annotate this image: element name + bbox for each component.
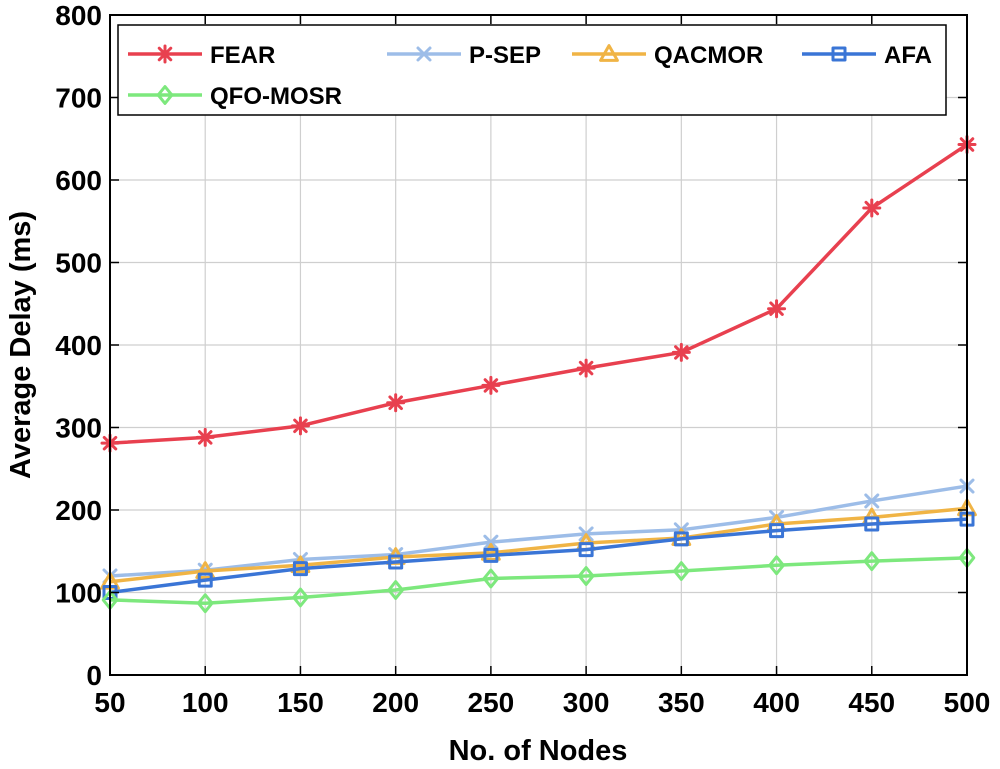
- series-afa: [102, 511, 975, 600]
- x-axis-title: No. of Nodes: [449, 735, 628, 767]
- y-tick-label: 200: [55, 495, 102, 526]
- data-point-qacmor: [290, 555, 311, 574]
- data-point-afa: [483, 547, 499, 563]
- data-point-qfo-mosr: [577, 566, 595, 586]
- marker-stroke: [416, 46, 432, 62]
- data-point-afa: [197, 572, 213, 588]
- data-point-qfo-mosr: [387, 580, 404, 600]
- data-point-fear: [862, 198, 882, 218]
- data-point-qfo-mosr: [768, 555, 785, 576]
- legend-label: P-SEP: [469, 42, 541, 69]
- x-tick-label: 150: [277, 687, 324, 718]
- marker-stroke: [769, 301, 784, 316]
- legend-label: FEAR: [210, 42, 275, 69]
- data-point-qfo-mosr: [482, 568, 500, 589]
- data-point-fear: [671, 342, 691, 362]
- legend-label: QACMOR: [654, 42, 763, 69]
- data-point-fear: [290, 416, 310, 436]
- series-line-afa: [109, 517, 968, 595]
- legend-marker: [156, 85, 174, 105]
- data-point-fear: [576, 358, 596, 378]
- x-tick-label: 400: [753, 687, 800, 718]
- legend-marker: [155, 44, 175, 64]
- data-point-qfo-mosr: [196, 593, 214, 614]
- legend: FEAR P-SEP QACMOR AFA QFO-MOSR: [117, 24, 947, 116]
- data-point-fear: [386, 393, 406, 413]
- x-tick-label: 450: [848, 687, 895, 718]
- series-qfo-mosr: [101, 547, 976, 614]
- x-tick-label: 250: [468, 687, 515, 718]
- series-qacmor: [100, 498, 977, 590]
- y-tick-label: 100: [55, 578, 102, 609]
- legend-entry-fear: FEAR: [128, 42, 275, 69]
- legend-entry-afa: AFA: [802, 42, 932, 69]
- y-tick-label: 300: [55, 413, 102, 444]
- x-tick-label: 200: [372, 687, 419, 718]
- data-point-afa: [673, 531, 689, 547]
- tick-layer: 50 100 150 200 250 300 350 400 450 500 0 100 200 300 4…: [55, 0, 990, 718]
- marker-stroke: [674, 345, 689, 360]
- data-point-qacmor: [480, 543, 501, 561]
- legend-marker: [831, 46, 847, 62]
- series-line-qacmor: [109, 506, 968, 584]
- series-line-p-sep: [109, 484, 968, 578]
- data-point-afa: [388, 554, 404, 570]
- x-tick-label: 50: [94, 687, 125, 718]
- y-tick-label: 600: [55, 165, 102, 196]
- marker-stroke: [293, 418, 308, 434]
- legend-marker: [416, 46, 432, 62]
- legend-entry-p-sep: P-SEP: [387, 42, 541, 69]
- legend-marker: [599, 44, 619, 62]
- x-tick-label: 100: [182, 687, 229, 718]
- x-tick-label: 300: [563, 687, 610, 718]
- x-tick-label: 500: [944, 687, 991, 718]
- data-point-fear: [481, 375, 501, 395]
- data-point-afa: [769, 523, 785, 539]
- legend-label: QFO-MOSR: [210, 83, 342, 110]
- legend-box: [117, 24, 947, 116]
- data-point-qfo-mosr: [863, 551, 881, 572]
- data-point-fear: [767, 299, 787, 319]
- data-point-afa: [578, 542, 594, 558]
- series-fear: [100, 135, 977, 453]
- legend-entry-qfo-mosr: QFO-MOSR: [128, 83, 342, 110]
- legend-label: AFA: [884, 42, 932, 69]
- marker-stroke: [388, 395, 403, 411]
- y-tick-label: 800: [55, 0, 102, 31]
- data-point-afa: [864, 516, 880, 532]
- series-line-fear: [109, 143, 968, 445]
- series-p-sep: [102, 478, 975, 584]
- marker-stroke: [483, 534, 499, 550]
- data-point-afa: [292, 561, 308, 577]
- legend-entry-qacmor: QACMOR: [572, 42, 763, 69]
- marker-stroke: [578, 360, 594, 376]
- y-tick-label: 700: [55, 83, 102, 114]
- data-point-qfo-mosr: [292, 587, 309, 608]
- y-tick-label: 500: [55, 248, 102, 279]
- marker-stroke: [483, 378, 499, 393]
- data-point-p-sep: [483, 534, 499, 550]
- data-point-qfo-mosr: [673, 561, 690, 581]
- x-tick-label: 350: [658, 687, 705, 718]
- marker-stroke: [864, 200, 880, 216]
- marker-stroke: [197, 430, 213, 445]
- series-line-qfo-mosr: [109, 556, 968, 605]
- y-tick-label: 400: [55, 330, 102, 361]
- y-tick-label: 0: [86, 660, 102, 691]
- data-point-qacmor: [195, 561, 216, 579]
- marker-stroke: [157, 46, 173, 62]
- data-point-p-sep: [864, 493, 880, 509]
- marker-stroke: [864, 493, 880, 509]
- series-layer: [100, 135, 977, 614]
- data-point-fear: [195, 427, 215, 447]
- y-axis-title: Average Delay (ms): [5, 211, 37, 479]
